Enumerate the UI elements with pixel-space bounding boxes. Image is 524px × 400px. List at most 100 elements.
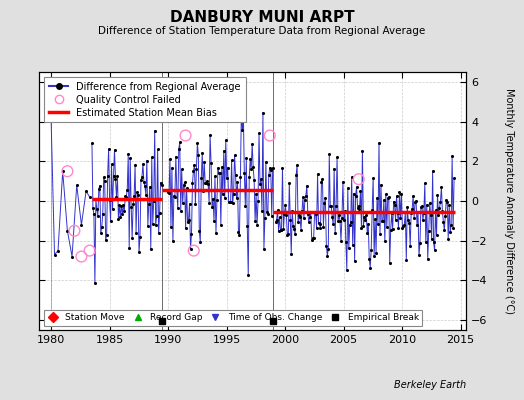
Point: [319, 224, 328, 230]
Point: [280, 211, 289, 217]
Point: [103, 172, 112, 179]
Point: [178, 166, 186, 173]
Point: [128, 235, 136, 241]
Point: [242, 155, 250, 162]
Point: [407, 209, 416, 216]
Point: [133, 189, 141, 195]
Point: [90, 211, 98, 218]
Point: [113, 172, 122, 179]
Point: [219, 191, 227, 197]
Point: [402, 256, 410, 263]
Point: [301, 196, 309, 203]
Point: [383, 224, 391, 230]
Point: [224, 165, 232, 171]
Point: [208, 204, 216, 210]
Point: [334, 218, 342, 224]
Point: [111, 176, 119, 182]
Point: [89, 205, 97, 211]
Point: [317, 178, 325, 185]
Point: [375, 140, 383, 146]
Point: [420, 210, 428, 216]
Y-axis label: Monthly Temperature Anomaly Difference (°C): Monthly Temperature Anomaly Difference (…: [505, 88, 515, 314]
Point: [390, 202, 399, 208]
Point: [188, 180, 196, 186]
Point: [171, 194, 179, 200]
Point: [146, 184, 154, 190]
Point: [244, 272, 253, 278]
Point: [129, 201, 137, 208]
Point: [254, 198, 262, 204]
Point: [209, 195, 217, 202]
Point: [286, 217, 294, 223]
Point: [440, 227, 449, 233]
Point: [378, 218, 386, 224]
Point: [141, 183, 149, 190]
Point: [290, 225, 298, 232]
Point: [380, 196, 388, 203]
Point: [137, 177, 145, 183]
Point: [282, 212, 291, 218]
Point: [305, 214, 314, 220]
Point: [189, 168, 198, 174]
Point: [331, 230, 340, 236]
Point: [283, 232, 291, 238]
Point: [412, 198, 420, 204]
Point: [397, 190, 406, 197]
Point: [405, 220, 413, 226]
Point: [329, 221, 337, 228]
Point: [386, 260, 394, 266]
Point: [200, 158, 209, 165]
Point: [258, 208, 266, 214]
Point: [180, 179, 189, 186]
Point: [147, 246, 155, 252]
Point: [266, 165, 274, 171]
Point: [212, 229, 220, 236]
Point: [227, 157, 236, 164]
Point: [264, 210, 272, 217]
Point: [275, 214, 283, 220]
Point: [345, 245, 353, 252]
Point: [148, 221, 157, 227]
Point: [241, 202, 249, 209]
Point: [266, 132, 274, 139]
Point: [255, 130, 263, 137]
Point: [380, 238, 389, 244]
Point: [415, 252, 423, 259]
Point: [206, 132, 214, 138]
Point: [421, 180, 429, 186]
Point: [173, 205, 182, 212]
Point: [422, 239, 430, 245]
Point: [342, 239, 350, 246]
Point: [47, 112, 55, 119]
Point: [394, 224, 402, 231]
Point: [213, 197, 221, 203]
Point: [265, 172, 273, 178]
Point: [272, 217, 281, 223]
Point: [372, 249, 380, 256]
Point: [385, 194, 393, 200]
Point: [444, 236, 452, 242]
Point: [101, 178, 109, 184]
Point: [374, 221, 382, 228]
Point: [97, 224, 106, 230]
Point: [120, 208, 128, 214]
Point: [224, 198, 233, 205]
Point: [424, 227, 433, 234]
Point: [164, 188, 172, 195]
Point: [91, 280, 99, 286]
Point: [54, 248, 62, 254]
Point: [115, 202, 124, 208]
Point: [396, 214, 405, 221]
Point: [233, 178, 242, 185]
Point: [416, 240, 424, 247]
Point: [308, 237, 316, 244]
Point: [304, 219, 313, 225]
Point: [248, 141, 256, 147]
Point: [228, 200, 237, 207]
Point: [409, 193, 417, 199]
Point: [323, 252, 332, 259]
Point: [404, 217, 412, 223]
Point: [140, 179, 148, 185]
Point: [438, 208, 446, 214]
Point: [126, 155, 134, 161]
